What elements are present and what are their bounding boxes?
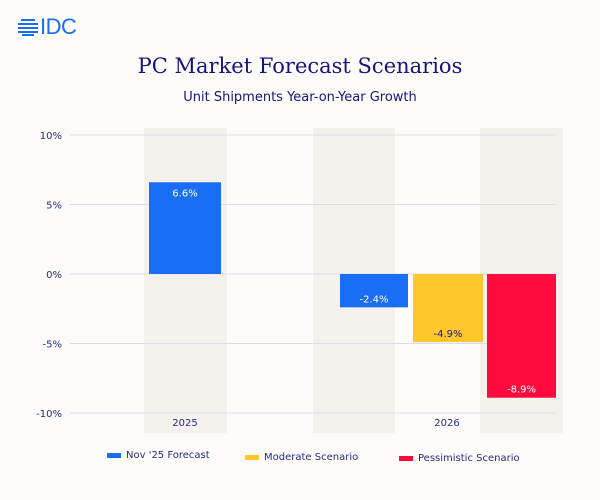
category-band [144, 128, 227, 433]
y-tick-label: -10% [36, 409, 62, 420]
logo-text: IDC [40, 14, 77, 39]
idc-globe-icon [18, 19, 38, 36]
legend-item-moderate: Moderate Scenario [245, 452, 358, 463]
bar-chart: 10% 5% 0% -5% -10% 2025 2026 6.6% -2.4% -4.9% -8.9… [36, 128, 563, 433]
legend-swatch [245, 455, 259, 460]
chart-subtitle: Unit Shipments Year-on-Year Growth [183, 90, 417, 105]
y-tick-label: 10% [40, 131, 62, 142]
data-label: -4.9% [433, 329, 462, 340]
bar [487, 274, 556, 398]
legend-label: Moderate Scenario [264, 452, 359, 463]
legend-item-pessimistic: Pessimistic Scenario [399, 453, 520, 464]
data-label: -2.4% [359, 294, 388, 305]
legend-label: Pessimistic Scenario [418, 453, 520, 464]
x-tick-label: 2026 [434, 418, 459, 429]
legend-swatch [399, 456, 413, 461]
chart-title: PC Market Forecast Scenarios [137, 54, 463, 78]
data-label: 6.6% [172, 188, 197, 199]
legend-swatch [107, 453, 121, 458]
idc-logo: IDC [18, 14, 77, 40]
bar [340, 274, 408, 308]
y-tick-label: -5% [43, 340, 62, 351]
bar [413, 274, 483, 343]
legend-label: Nov '25 Forecast [126, 450, 210, 461]
y-tick-label: 0% [46, 270, 62, 281]
x-tick-label: 2025 [172, 418, 197, 429]
bar [149, 182, 221, 274]
legend-item-forecast: Nov '25 Forecast [107, 450, 210, 461]
y-tick-label: 5% [46, 201, 62, 212]
data-label: -8.9% [507, 385, 536, 396]
